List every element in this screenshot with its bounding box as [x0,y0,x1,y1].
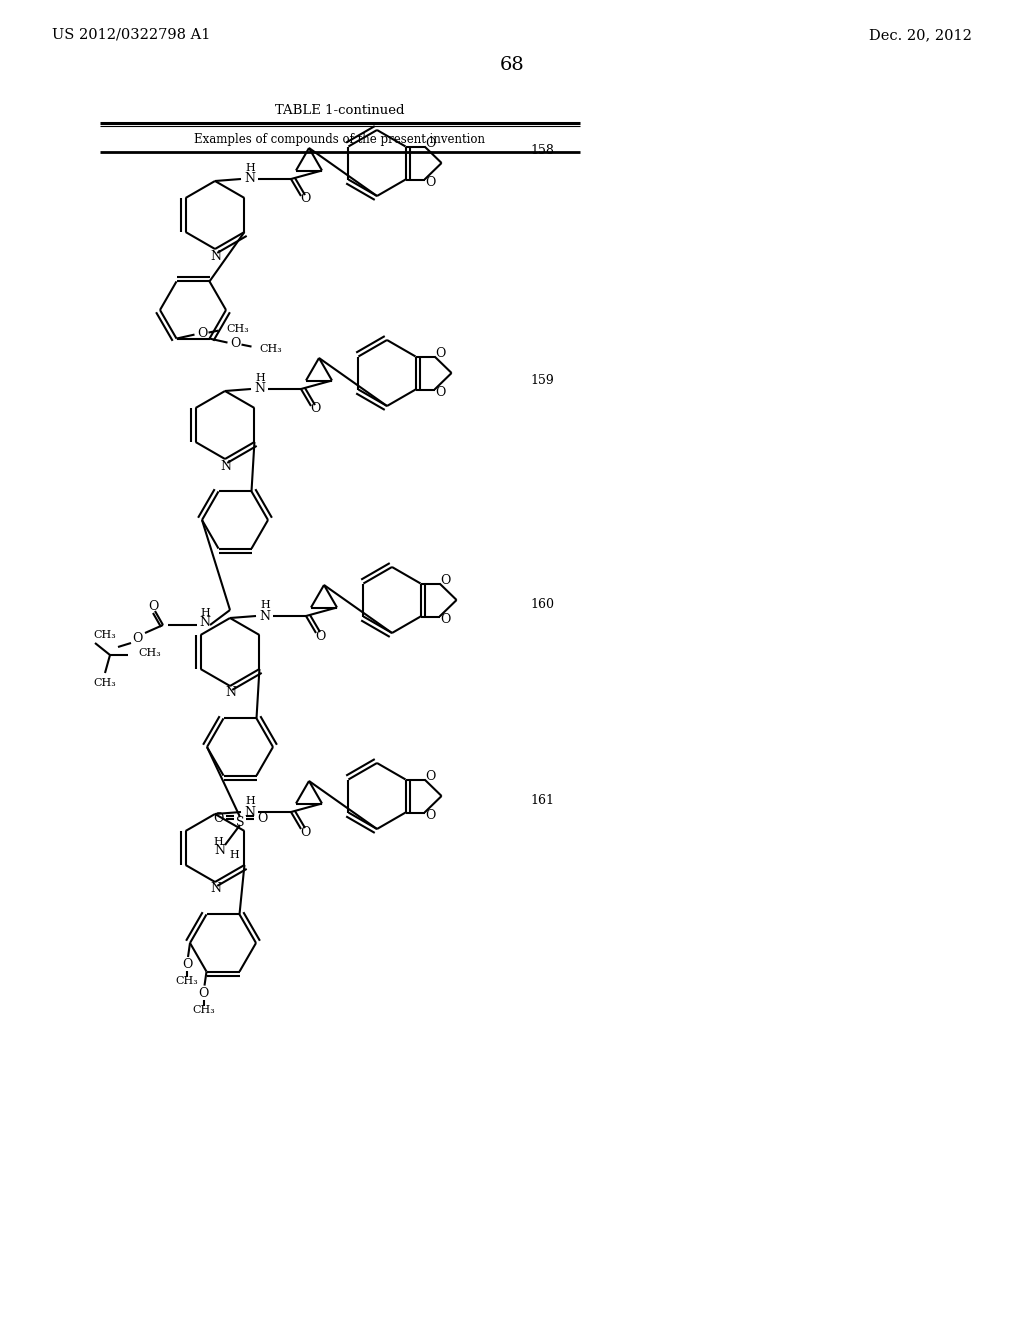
Text: O: O [230,337,241,350]
Text: O: O [425,176,436,189]
Text: N: N [220,459,231,473]
Text: N: N [200,616,211,630]
Text: O: O [314,630,326,643]
Text: Dec. 20, 2012: Dec. 20, 2012 [869,28,972,42]
Text: N: N [211,883,221,895]
Text: O: O [300,825,310,838]
Text: CH₃: CH₃ [226,323,249,334]
Text: S: S [236,816,245,829]
Text: H: H [260,601,270,610]
Text: O: O [257,813,267,825]
Text: H: H [200,609,210,618]
Text: O: O [182,958,193,972]
Text: 158: 158 [530,144,554,157]
Text: O: O [213,813,223,825]
Text: N: N [255,383,265,396]
Text: O: O [199,987,209,1001]
Text: O: O [425,809,436,822]
Text: 68: 68 [500,55,524,74]
Text: N: N [214,845,225,858]
Text: 161: 161 [530,793,554,807]
Text: H: H [255,374,265,383]
Text: O: O [147,601,158,614]
Text: N: N [245,805,256,818]
Text: O: O [440,574,451,587]
Text: O: O [425,770,436,783]
Text: N: N [225,686,237,700]
Text: CH₃: CH₃ [93,678,117,688]
Text: N: N [211,249,221,263]
Text: H: H [229,850,239,861]
Text: O: O [132,632,142,645]
Text: CH₃: CH₃ [176,975,199,986]
Text: CH₃: CH₃ [259,343,283,354]
Text: CH₃: CH₃ [138,648,161,657]
Text: 159: 159 [530,374,554,387]
Text: H: H [213,837,223,847]
Text: O: O [300,193,310,206]
Text: O: O [440,612,451,626]
Text: O: O [425,137,436,150]
Text: N: N [245,173,256,186]
Text: O: O [435,347,445,360]
Text: CH₃: CH₃ [93,630,117,640]
Text: Examples of compounds of the present invention: Examples of compounds of the present inv… [195,133,485,147]
Text: 160: 160 [530,598,554,611]
Text: O: O [435,385,445,399]
Text: O: O [310,403,321,416]
Text: O: O [198,327,208,341]
Text: H: H [245,796,255,807]
Text: TABLE 1-continued: TABLE 1-continued [275,103,404,116]
Text: US 2012/0322798 A1: US 2012/0322798 A1 [52,28,210,42]
Text: CH₃: CH₃ [193,1005,215,1015]
Text: H: H [245,162,255,173]
Text: N: N [259,610,270,623]
